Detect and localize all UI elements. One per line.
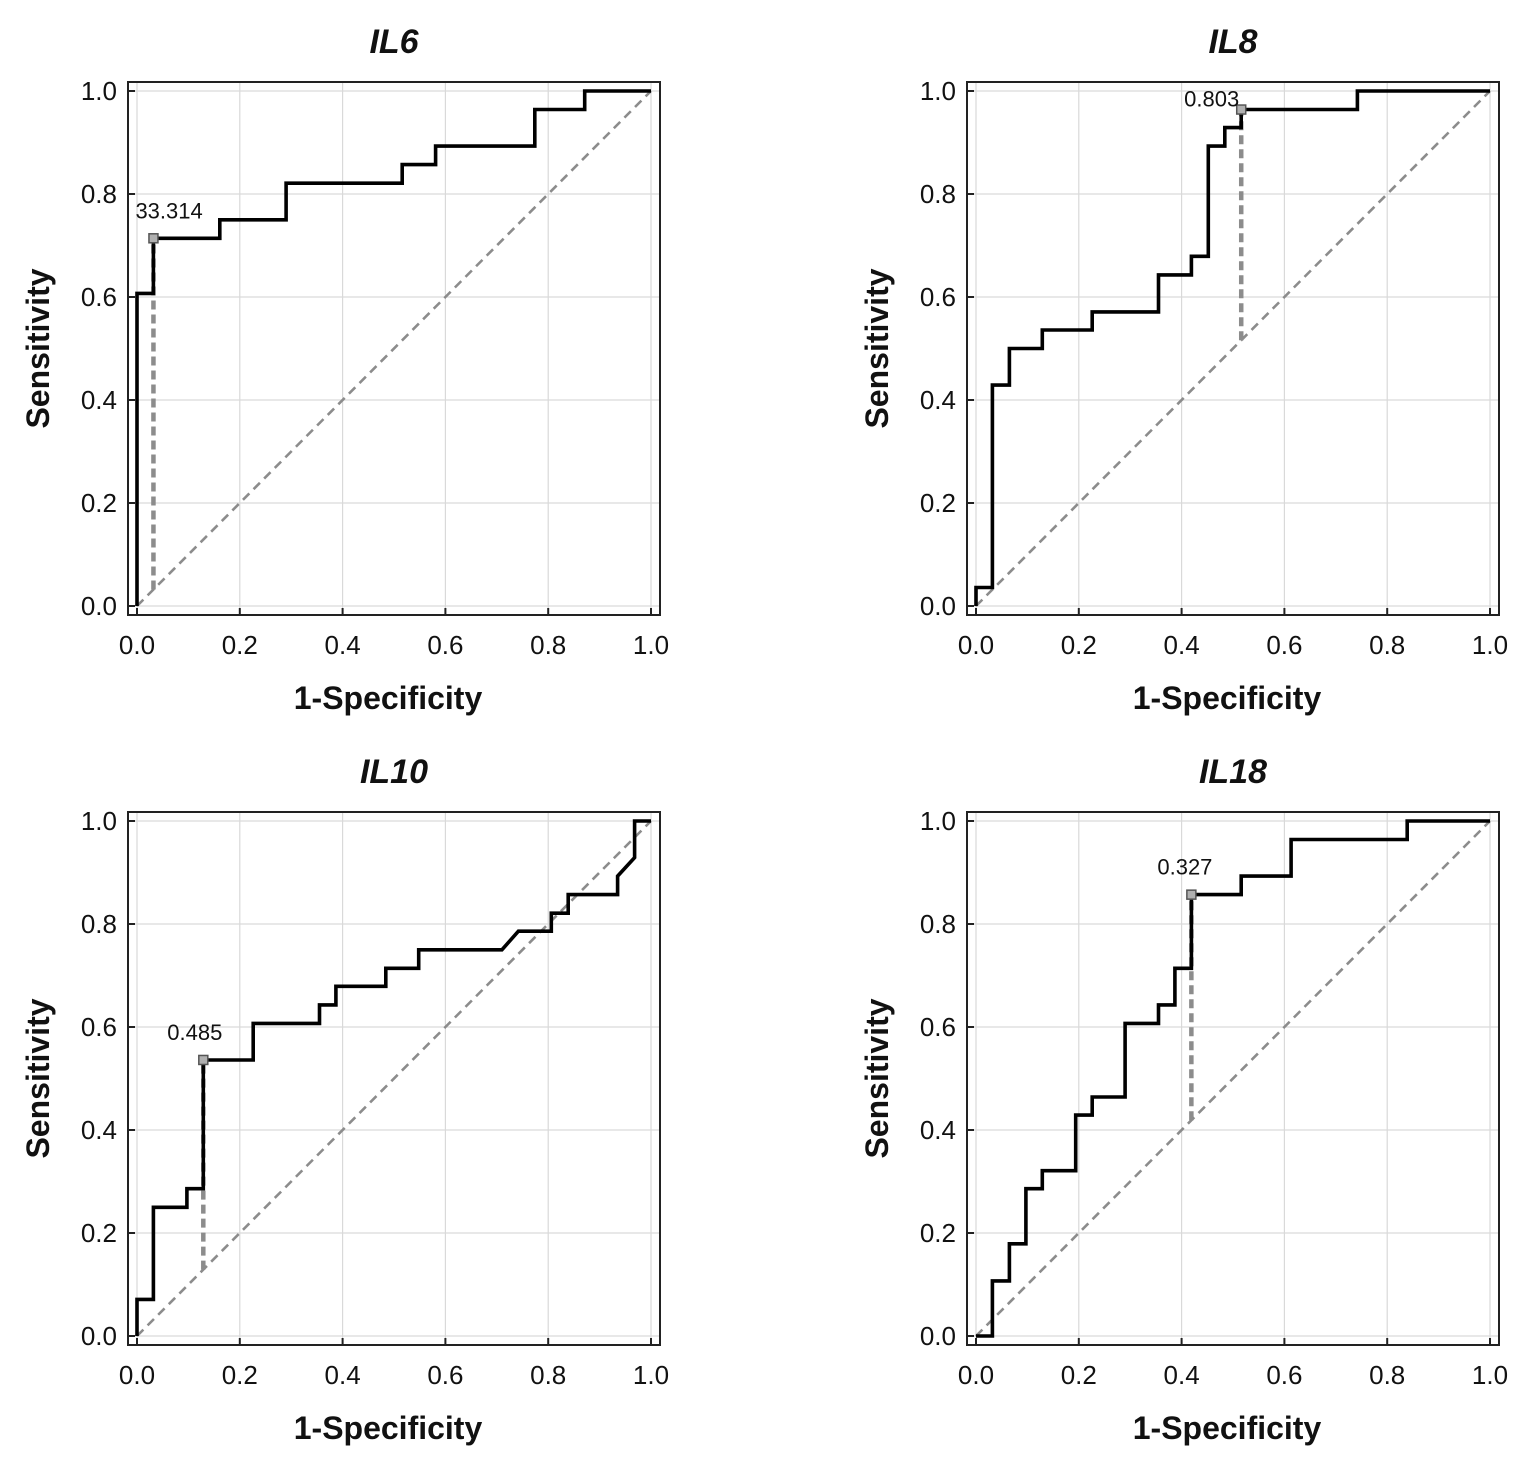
x-tick-label: 0.4 bbox=[325, 1360, 361, 1390]
x-axis-label: 1-Specificity bbox=[1133, 680, 1322, 716]
y-tick-label: 0.4 bbox=[81, 385, 117, 415]
y-tick-label: 0.6 bbox=[81, 282, 117, 312]
y-axis-label: Sensitivity bbox=[859, 998, 895, 1158]
y-tick-label: 0.8 bbox=[81, 909, 117, 939]
x-tick-label: 0.8 bbox=[1369, 1360, 1405, 1390]
cutoff-marker bbox=[198, 1054, 209, 1066]
y-tick-label: 0.6 bbox=[920, 282, 956, 312]
y-axis-label: Sensitivity bbox=[20, 268, 56, 428]
x-tick-label: 0.4 bbox=[1164, 630, 1200, 660]
x-tick-label: 0.4 bbox=[1164, 1360, 1200, 1390]
x-tick-label: 0.2 bbox=[1061, 630, 1097, 660]
roc-curve bbox=[974, 89, 1490, 606]
cutoff-marker bbox=[148, 233, 159, 244]
cutoff-label: 0.803 bbox=[1184, 87, 1239, 112]
y-tick-label: 0.8 bbox=[81, 179, 117, 209]
y-tick-label: 0.2 bbox=[920, 1218, 956, 1248]
x-tick-label: 0.0 bbox=[958, 1360, 994, 1390]
reference-diagonal bbox=[136, 90, 652, 607]
y-tick-label: 0.2 bbox=[81, 488, 117, 518]
y-tick-label: 0.6 bbox=[81, 1012, 117, 1042]
y-tick-label: 0.0 bbox=[81, 591, 117, 621]
reference-diagonal bbox=[136, 820, 652, 1337]
x-tick-label: 1.0 bbox=[633, 1360, 669, 1390]
y-tick-label: 0.2 bbox=[81, 1218, 117, 1248]
roc-panel-il6: IL6 0.0 0.2 0.4 0.6 0.8 1.0 0.0 0.2 0.4 0.6 0.8 1.0 1… bbox=[20, 23, 669, 716]
x-axis-label: 1-Specificity bbox=[294, 680, 483, 716]
x-tick-label: 1.0 bbox=[1472, 1360, 1508, 1390]
roc-curve bbox=[135, 819, 651, 1336]
x-tick-label: 0.2 bbox=[222, 1360, 258, 1390]
roc-panel-il8: IL8 0.0 0.2 0.4 0.6 0.8 1.0 0.0 0.2 0.4 0.6 0.8 1.0 1… bbox=[859, 23, 1508, 716]
x-tick-label: 0.6 bbox=[1266, 630, 1302, 660]
chart-title: IL6 bbox=[369, 23, 419, 61]
cutoff-label: 33.314 bbox=[135, 198, 202, 223]
cutoff-label: 0.485 bbox=[167, 1020, 222, 1045]
plot-frame bbox=[966, 81, 1500, 616]
y-tick-label: 1.0 bbox=[81, 76, 117, 106]
x-tick-label: 0.6 bbox=[427, 630, 463, 660]
y-tick-label: 0.4 bbox=[920, 1115, 956, 1145]
y-axis-label: Sensitivity bbox=[859, 268, 895, 428]
y-tick-label: 0.2 bbox=[920, 488, 956, 518]
cutoff-marker bbox=[1186, 889, 1197, 900]
x-tick-label: 0.0 bbox=[119, 1360, 155, 1390]
y-tick-label: 0.6 bbox=[920, 1012, 956, 1042]
x-tick-label: 1.0 bbox=[633, 630, 669, 660]
y-tick-label: 0.0 bbox=[920, 1321, 956, 1351]
x-tick-label: 0.8 bbox=[1369, 630, 1405, 660]
plot-frame bbox=[966, 811, 1500, 1346]
x-tick-label: 0.6 bbox=[1266, 1360, 1302, 1390]
cutoff-label: 0.327 bbox=[1157, 855, 1212, 880]
y-tick-label: 1.0 bbox=[81, 806, 117, 836]
x-tick-label: 0.4 bbox=[325, 630, 361, 660]
y-tick-label: 0.0 bbox=[920, 591, 956, 621]
roc-curve bbox=[976, 819, 1490, 1338]
x-tick-label: 0.2 bbox=[222, 630, 258, 660]
x-tick-label: 1.0 bbox=[1472, 630, 1508, 660]
x-tick-label: 0.0 bbox=[119, 630, 155, 660]
y-tick-label: 0.0 bbox=[81, 1321, 117, 1351]
y-tick-label: 0.4 bbox=[81, 1115, 117, 1145]
cutoff-marker bbox=[1235, 104, 1247, 115]
roc-curve bbox=[135, 89, 651, 606]
plot-frame bbox=[127, 811, 661, 1346]
y-tick-label: 0.8 bbox=[920, 909, 956, 939]
x-tick-label: 0.8 bbox=[530, 630, 566, 660]
y-axis-label: Sensitivity bbox=[20, 998, 56, 1158]
y-tick-label: 1.0 bbox=[920, 76, 956, 106]
y-tick-label: 0.8 bbox=[920, 179, 956, 209]
x-tick-label: 0.0 bbox=[958, 630, 994, 660]
x-axis-label: 1-Specificity bbox=[1133, 1410, 1322, 1446]
y-tick-label: 1.0 bbox=[920, 806, 956, 836]
x-tick-label: 0.8 bbox=[530, 1360, 566, 1390]
x-tick-label: 0.2 bbox=[1061, 1360, 1097, 1390]
chart-title: IL8 bbox=[1208, 23, 1257, 61]
x-axis-label: 1-Specificity bbox=[294, 1410, 483, 1446]
reference-diagonal bbox=[975, 90, 1491, 607]
roc-panel-il10: IL10 0.0 0.2 0.4 0.6 0.8 1.0 0.0 0.2 0.4 0.6 0.8 1.0… bbox=[20, 753, 669, 1446]
plot-frame bbox=[127, 81, 661, 616]
reference-diagonal bbox=[975, 820, 1491, 1337]
chart-title: IL18 bbox=[1199, 753, 1267, 791]
x-tick-label: 0.6 bbox=[427, 1360, 463, 1390]
chart-title: IL10 bbox=[360, 753, 428, 791]
roc-panel-il18: IL18 0.0 0.2 0.4 0.6 0.8 1.0 0.0 0.2 0.4 0.6 0.8 1.0… bbox=[859, 753, 1508, 1446]
y-tick-label: 0.4 bbox=[920, 385, 956, 415]
